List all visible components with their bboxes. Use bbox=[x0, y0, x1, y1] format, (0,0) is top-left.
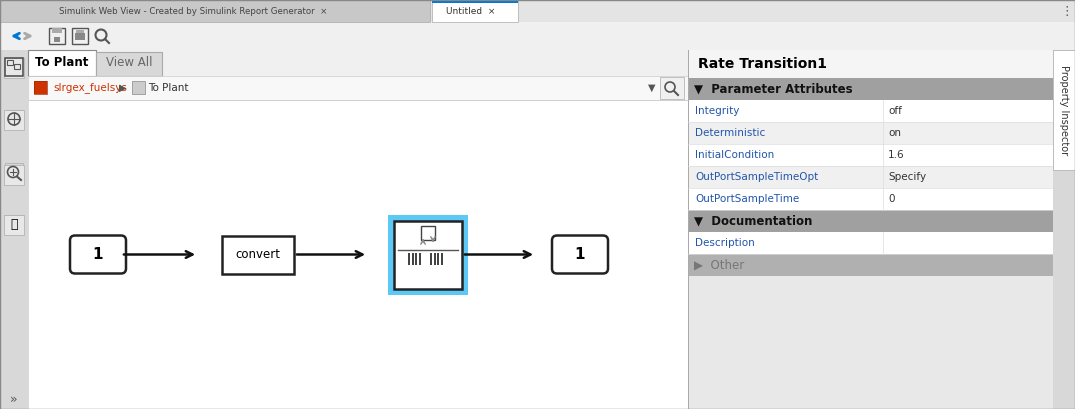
Bar bbox=[388, 214, 468, 294]
Text: ▼  Parameter Attributes: ▼ Parameter Attributes bbox=[694, 83, 852, 95]
Bar bbox=[0, 0, 1075, 22]
Bar bbox=[412, 252, 414, 265]
Bar bbox=[28, 50, 96, 76]
Bar bbox=[415, 252, 417, 265]
Bar bbox=[408, 252, 411, 265]
Bar bbox=[4, 58, 24, 78]
Text: »: » bbox=[10, 393, 18, 405]
Bar bbox=[688, 144, 1054, 166]
Text: ▶  Other: ▶ Other bbox=[694, 258, 744, 272]
Bar bbox=[49, 28, 64, 44]
Bar bbox=[418, 252, 420, 265]
Text: View All: View All bbox=[105, 56, 153, 70]
Bar bbox=[0, 50, 688, 409]
Bar bbox=[1054, 50, 1075, 170]
Text: To Plant: To Plant bbox=[35, 56, 88, 70]
Bar bbox=[75, 33, 85, 40]
FancyBboxPatch shape bbox=[551, 236, 608, 274]
Bar bbox=[34, 81, 47, 94]
Text: Simulink Web View - Created by Simulink Report Generator  ×: Simulink Web View - Created by Simulink … bbox=[59, 7, 328, 16]
Text: convert: convert bbox=[235, 248, 281, 261]
Bar bbox=[688, 166, 1054, 188]
Bar bbox=[441, 252, 443, 265]
Bar bbox=[28, 100, 688, 409]
Bar bbox=[688, 100, 1054, 122]
Bar bbox=[8, 60, 13, 65]
Bar bbox=[688, 50, 1054, 78]
Bar bbox=[432, 0, 518, 2]
Bar bbox=[4, 215, 24, 235]
Bar bbox=[430, 252, 432, 265]
Text: Property Inspector: Property Inspector bbox=[1059, 65, 1069, 155]
Bar bbox=[96, 52, 162, 76]
Text: To Plant: To Plant bbox=[148, 83, 188, 93]
Text: 1: 1 bbox=[575, 247, 585, 262]
Bar bbox=[0, 22, 1075, 50]
Text: 0: 0 bbox=[888, 194, 894, 204]
Text: 1: 1 bbox=[92, 247, 103, 262]
Text: Description: Description bbox=[696, 238, 755, 248]
Bar bbox=[72, 28, 88, 44]
Bar bbox=[688, 188, 1054, 210]
Text: 1.6: 1.6 bbox=[888, 150, 905, 160]
Bar bbox=[5, 215, 23, 233]
Bar bbox=[421, 225, 435, 240]
Text: Specify: Specify bbox=[888, 172, 927, 182]
Bar bbox=[52, 28, 62, 33]
Text: OutPortSampleTime: OutPortSampleTime bbox=[696, 194, 799, 204]
Bar bbox=[0, 50, 688, 76]
Bar bbox=[688, 254, 1054, 276]
Text: OutPortSampleTimeOpt: OutPortSampleTimeOpt bbox=[696, 172, 818, 182]
Bar bbox=[223, 236, 293, 274]
Text: InitialCondition: InitialCondition bbox=[696, 150, 774, 160]
Bar bbox=[395, 220, 462, 288]
Bar bbox=[660, 77, 684, 99]
Bar bbox=[5, 110, 23, 128]
Bar bbox=[0, 49, 1075, 50]
Text: ▶: ▶ bbox=[119, 83, 127, 93]
Bar bbox=[0, 0, 430, 22]
Bar bbox=[433, 252, 435, 265]
Text: slrgex_fuelsys: slrgex_fuelsys bbox=[53, 83, 127, 93]
Text: Integrity: Integrity bbox=[696, 106, 740, 116]
Bar bbox=[4, 165, 24, 185]
Bar bbox=[5, 58, 23, 76]
Bar bbox=[4, 110, 24, 130]
Text: ⋮: ⋮ bbox=[1061, 4, 1073, 18]
Text: off: off bbox=[888, 106, 902, 116]
Bar bbox=[132, 81, 145, 94]
Bar bbox=[76, 30, 84, 34]
Bar bbox=[28, 76, 688, 100]
Bar bbox=[1054, 50, 1075, 409]
Bar bbox=[5, 163, 23, 181]
Bar bbox=[0, 50, 28, 409]
Bar bbox=[688, 78, 1054, 100]
Bar bbox=[34, 81, 47, 94]
FancyBboxPatch shape bbox=[70, 236, 126, 274]
Text: ▼  Documentation: ▼ Documentation bbox=[694, 214, 813, 227]
Text: on: on bbox=[888, 128, 901, 138]
Text: ▼: ▼ bbox=[648, 83, 656, 93]
Text: Rate Transition1: Rate Transition1 bbox=[698, 57, 827, 71]
Bar bbox=[688, 50, 1054, 409]
Text: Deterministic: Deterministic bbox=[696, 128, 765, 138]
Bar bbox=[28, 100, 688, 409]
Text: Untitled  ×: Untitled × bbox=[446, 7, 496, 16]
Text: ✋: ✋ bbox=[11, 218, 18, 231]
Bar bbox=[438, 252, 440, 265]
Bar bbox=[688, 210, 1054, 232]
Bar bbox=[14, 64, 20, 69]
Bar bbox=[432, 0, 518, 22]
Bar bbox=[54, 37, 60, 42]
Bar bbox=[688, 122, 1054, 144]
Bar bbox=[688, 232, 1054, 254]
